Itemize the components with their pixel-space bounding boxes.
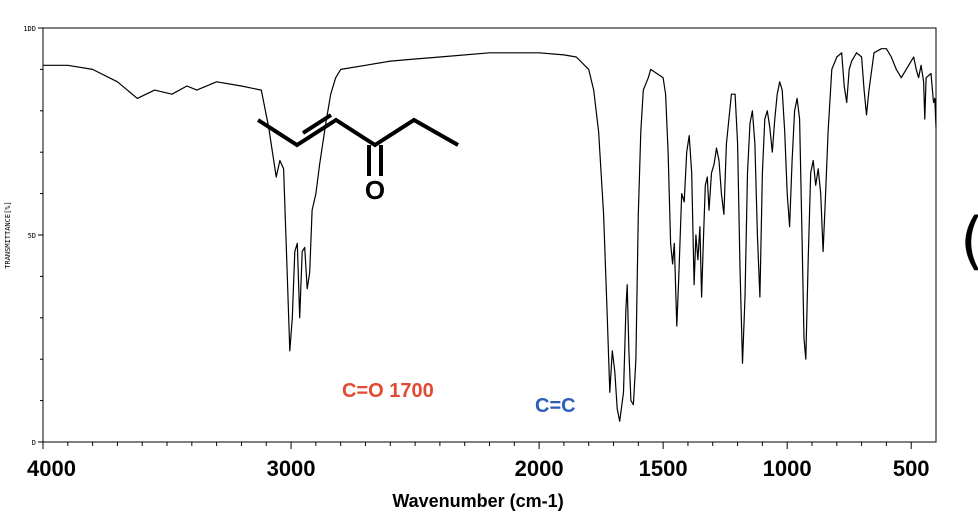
annotation-carbonyl: C=O 1700 [342, 380, 434, 402]
molecule-double-bond [301, 113, 333, 135]
oxygen-atom-label: O [365, 175, 385, 205]
x-tick-label: 3000 [267, 456, 316, 481]
x-axis: 4000 3000 2000 1500 1000 500 [27, 442, 930, 481]
molecule-structure: O [256, 113, 459, 205]
cropped-glyph: ( [960, 204, 978, 277]
y-axis-label: TRANSMITTANCE[%] [4, 201, 12, 268]
x-tick-label: 1500 [639, 456, 688, 481]
x-tick-label: 2000 [515, 456, 564, 481]
x-tick-label: 500 [893, 456, 930, 481]
x-tick-label: 1000 [763, 456, 812, 481]
y-axis: D 5D 1DD [23, 25, 43, 447]
spectrum-series-line [43, 48, 937, 422]
molecule-bonds [256, 117, 459, 148]
y-tick-label: 5D [28, 232, 36, 240]
annotation-alkene: C=C [535, 395, 576, 417]
x-axis-label: Wavenumber (cm-1) [392, 491, 563, 511]
x-tick-label: 4000 [27, 456, 76, 481]
y-tick-label: 1DD [23, 25, 36, 33]
y-tick-label: D [32, 439, 36, 447]
